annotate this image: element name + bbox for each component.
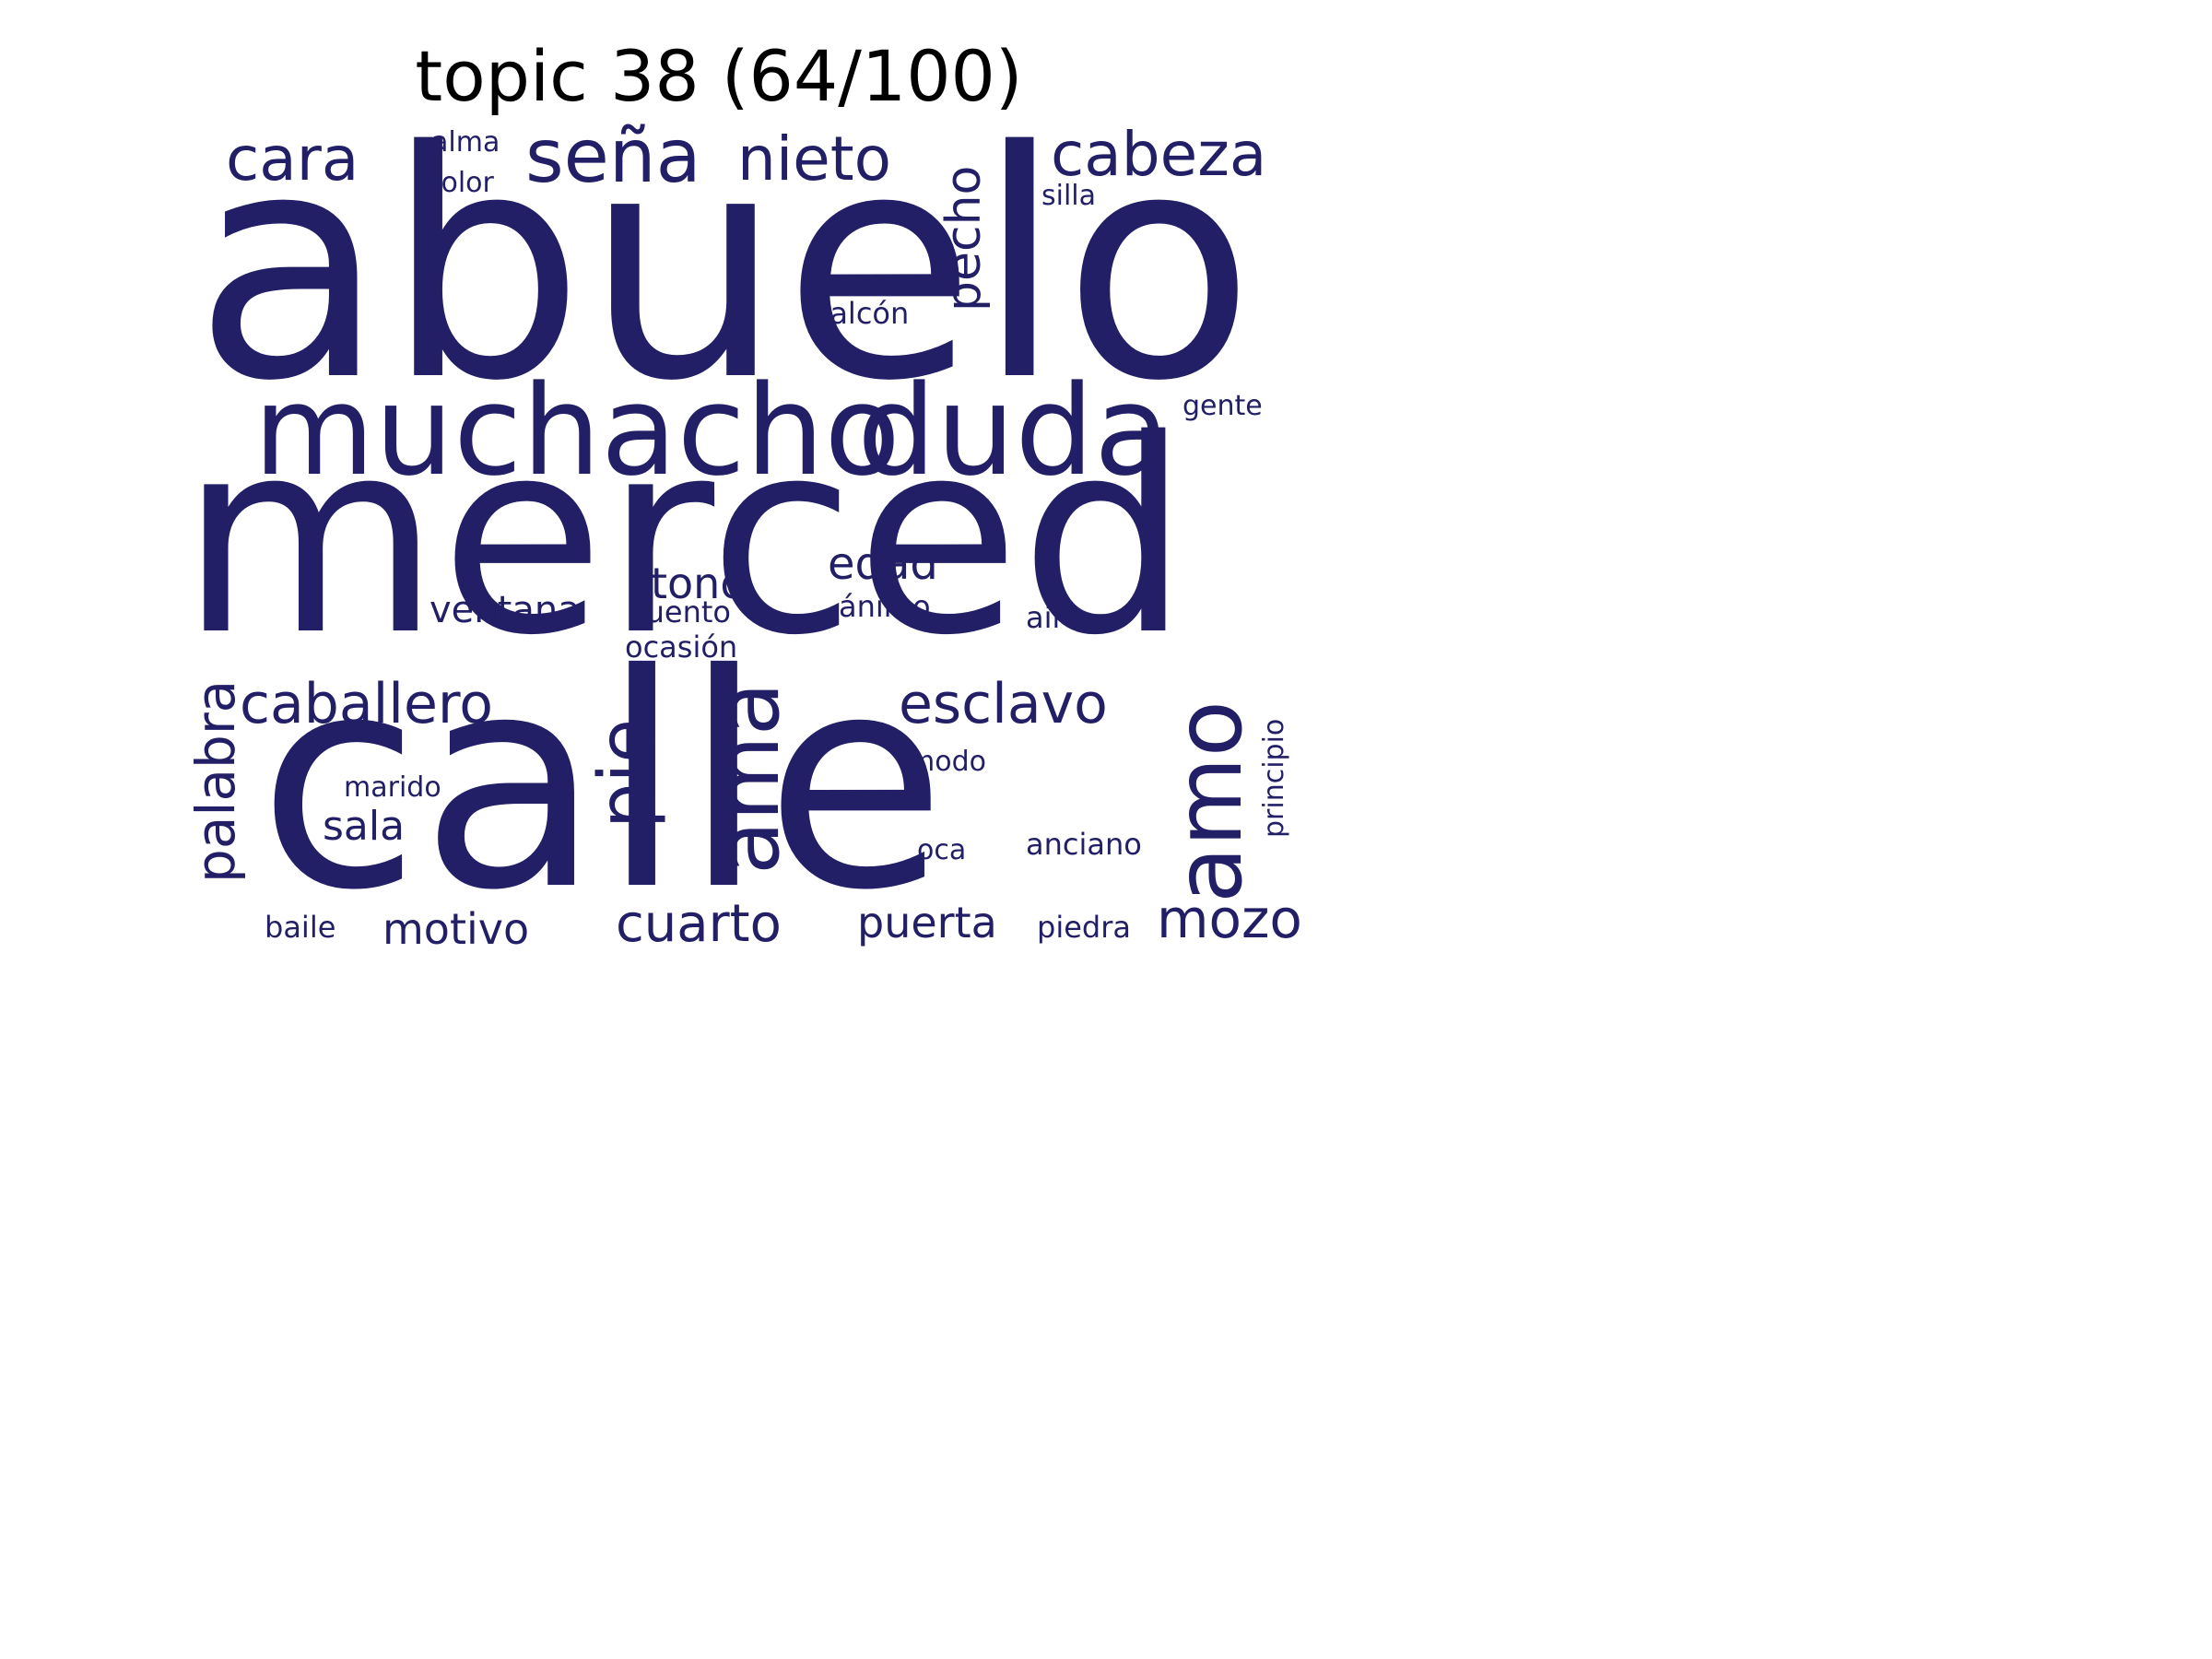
word: cara xyxy=(226,124,359,194)
word: ventana xyxy=(429,589,581,631)
word: principio xyxy=(1258,718,1290,838)
word: piedra xyxy=(1037,910,1131,945)
word: cuarto xyxy=(616,894,782,954)
word: esclavo xyxy=(899,672,1108,736)
word: sala xyxy=(323,803,406,850)
word: nieto xyxy=(737,124,892,194)
word: anciano xyxy=(1026,827,1142,862)
word: puerta xyxy=(857,898,997,947)
word: gente xyxy=(1182,390,1263,422)
word: tono xyxy=(651,559,747,608)
word: mozo xyxy=(1157,888,1302,950)
word: pie xyxy=(584,718,667,829)
word: baile xyxy=(265,910,336,945)
word-cloud: abuelo merced calle muchacho duda seña nieto ca… xyxy=(0,0,1438,1078)
word: marido xyxy=(344,771,441,804)
word: merced xyxy=(180,383,1190,694)
word: palabra xyxy=(184,679,247,883)
word: seña xyxy=(525,113,701,199)
word: ocasión xyxy=(625,629,738,665)
word: duda xyxy=(857,359,1171,503)
word: cabeza xyxy=(1051,119,1267,190)
word: color xyxy=(426,167,494,199)
word: caballero xyxy=(240,672,493,736)
word: edad xyxy=(828,538,938,590)
word: motivo xyxy=(382,904,530,954)
word: amo xyxy=(1155,700,1263,903)
word: alma xyxy=(431,126,500,159)
word: modo xyxy=(908,746,986,778)
word: ama xyxy=(698,682,799,875)
word: cuento xyxy=(629,594,731,629)
word: balcón xyxy=(811,296,910,331)
word: aire xyxy=(1026,600,1082,635)
word: ánimo xyxy=(839,589,931,624)
word: abuelo xyxy=(194,85,1255,450)
word: oca xyxy=(917,834,967,866)
word: muchacho xyxy=(253,359,900,503)
word: calle xyxy=(258,612,947,955)
word: silla xyxy=(1041,180,1097,212)
word: pecho xyxy=(936,165,992,312)
page-title: topic 38 (64/100) xyxy=(415,35,1023,117)
